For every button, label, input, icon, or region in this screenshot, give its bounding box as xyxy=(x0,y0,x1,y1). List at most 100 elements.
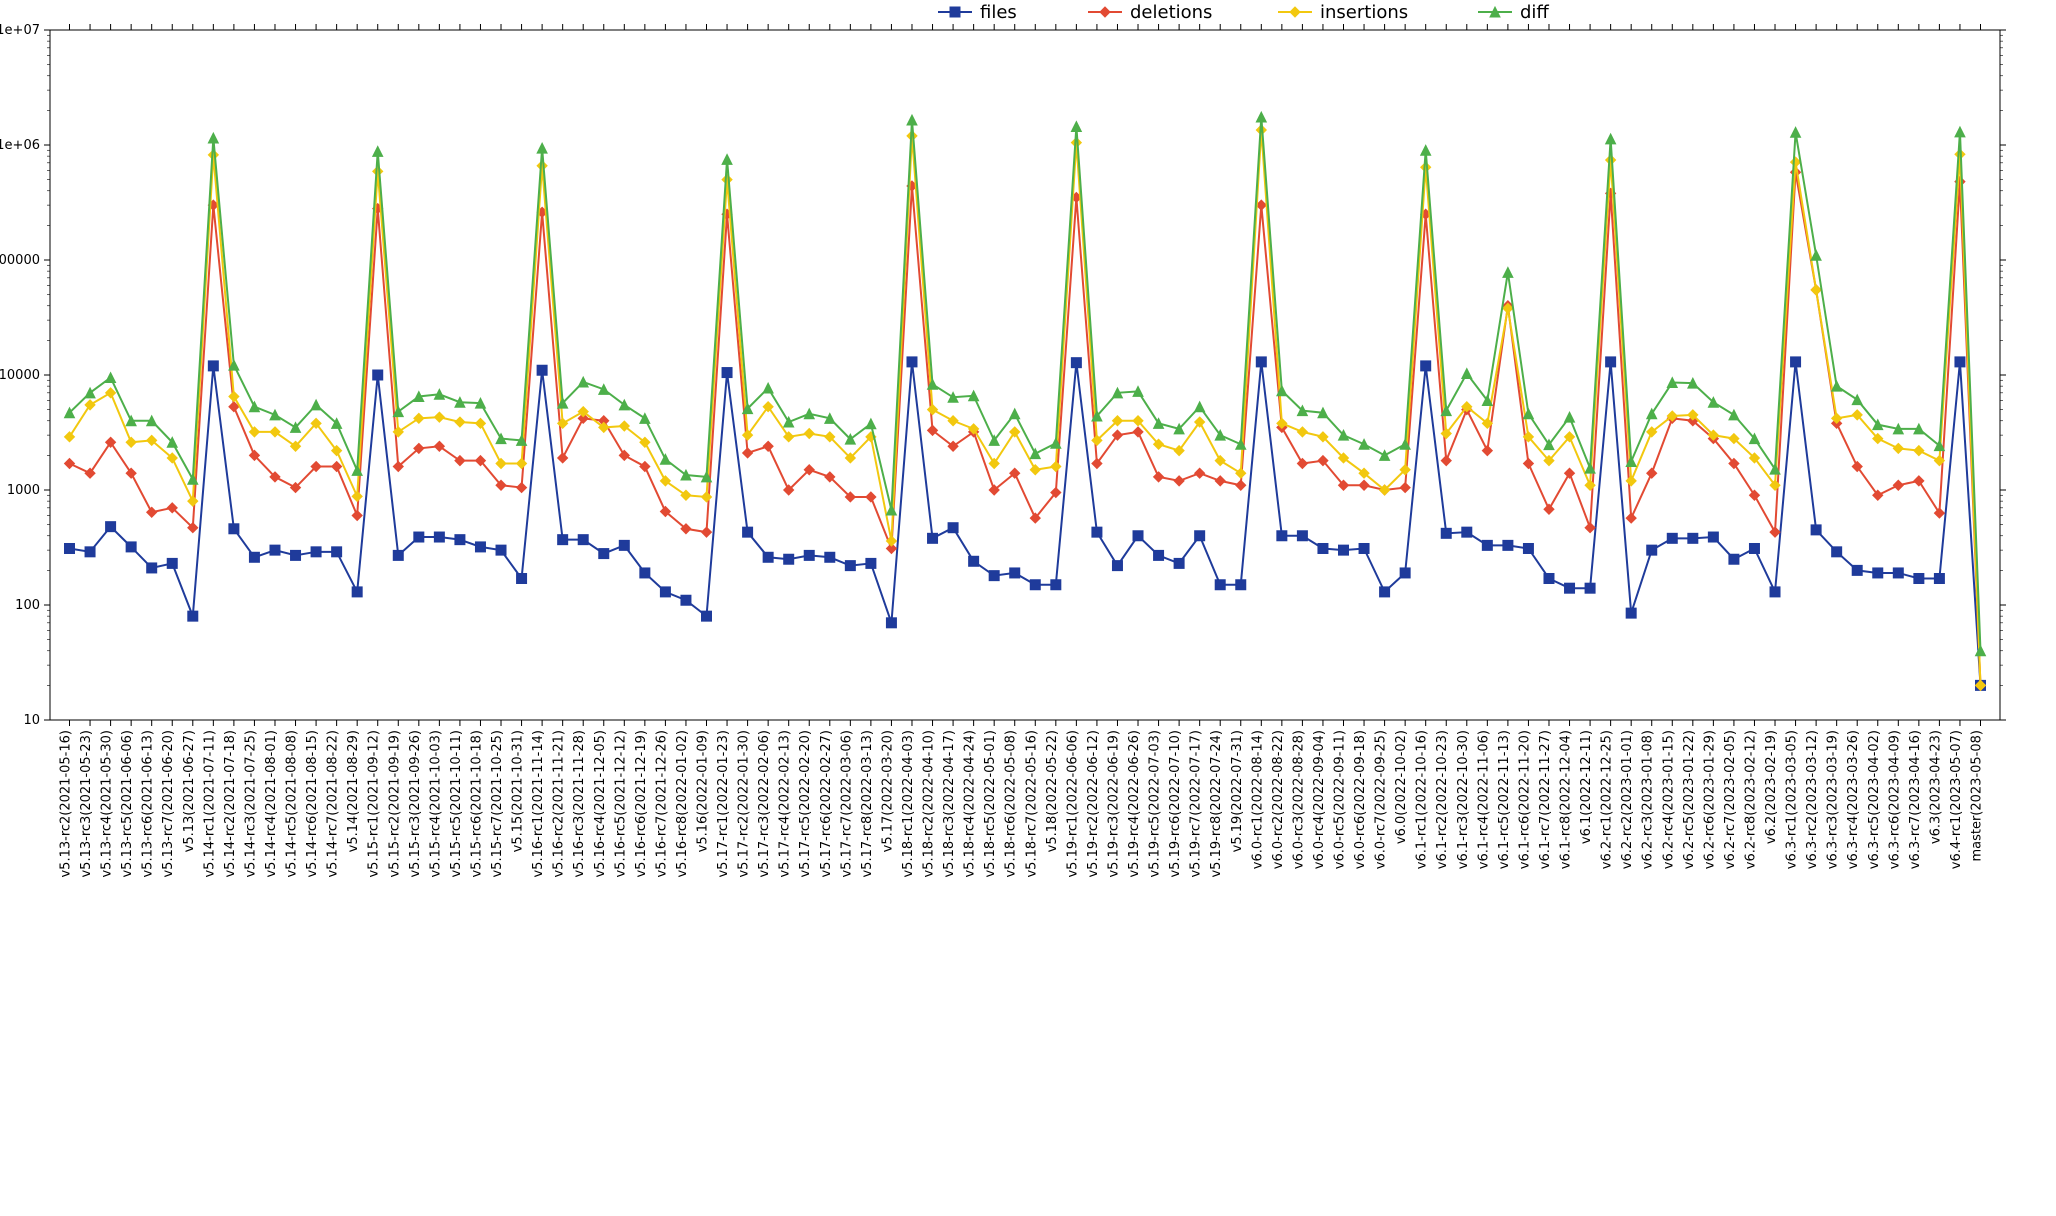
y-tick-label: 100000 xyxy=(0,253,40,268)
x-tick-label: v5.16-rc2(2021-11-21) xyxy=(552,730,567,878)
x-tick-label: v5.17-rc4(2022-02-13) xyxy=(778,730,793,878)
y-tick-label: 10 xyxy=(23,713,40,728)
x-tick-label: v5.15-rc6(2021-10-18) xyxy=(469,730,484,878)
legend-label-deletions: deletions xyxy=(1130,2,1212,23)
x-tick-label: v5.16-rc3(2021-11-28) xyxy=(572,730,587,878)
x-tick-label: v6.1-rc4(2022-11-06) xyxy=(1476,730,1491,869)
x-tick-label: v6.0-rc2(2022-08-22) xyxy=(1271,730,1286,869)
x-tick-label: v5.19-rc4(2022-06-26) xyxy=(1127,730,1142,878)
x-tick-label: v6.0-rc3(2022-08-28) xyxy=(1291,730,1306,869)
x-tick-label: v5.18(2022-05-22) xyxy=(1045,730,1060,852)
x-tick-label: v6.1-rc1(2022-10-16) xyxy=(1415,730,1430,869)
x-tick-label: v5.17(2022-03-20) xyxy=(880,730,895,852)
x-tick-label: v5.13-rc2(2021-05-16) xyxy=(59,730,74,878)
x-tick-label: v5.13(2021-06-27) xyxy=(182,730,197,852)
x-tick-label: v5.17-rc2(2022-01-30) xyxy=(737,730,752,878)
x-tick-label: master(2023-05-08) xyxy=(1970,730,1985,862)
x-tick-label: v5.17-rc5(2022-02-20) xyxy=(798,730,813,878)
x-tick-label: v5.17-rc8(2022-03-13) xyxy=(860,730,875,878)
x-tick-label: v6.1(2022-12-11) xyxy=(1579,730,1594,844)
x-tick-label: v6.1-rc3(2022-10-30) xyxy=(1456,730,1471,869)
x-tick-label: v6.1-rc7(2022-11-27) xyxy=(1538,730,1553,869)
x-tick-label: v6.0-rc1(2022-08-14) xyxy=(1250,730,1265,869)
x-tick-label: v5.17-rc1(2022-01-23) xyxy=(716,730,731,878)
x-tick-label: v5.19-rc1(2022-06-06) xyxy=(1065,730,1080,878)
y-tick-label: 1e+07 xyxy=(0,23,40,38)
x-tick-label: v5.13-rc7(2021-06-20) xyxy=(161,730,176,878)
legend-label-insertions: insertions xyxy=(1320,2,1408,23)
x-tick-label: v6.2-rc8(2023-02-12) xyxy=(1743,730,1758,869)
x-tick-label: v5.17-rc3(2022-02-06) xyxy=(757,730,772,878)
x-tick-label: v5.15-rc2(2021-09-19) xyxy=(387,730,402,878)
x-tick-label: v5.17-rc7(2022-03-06) xyxy=(839,730,854,878)
x-tick-label: v5.15-rc5(2021-10-11) xyxy=(449,730,464,878)
x-tick-label: v6.3-rc4(2023-03-26) xyxy=(1846,730,1861,869)
x-tick-label: v6.0-rc4(2022-09-04) xyxy=(1312,730,1327,869)
x-tick-label: v6.1-rc8(2022-12-04) xyxy=(1559,730,1574,869)
y-tick-label: 10000 xyxy=(0,368,40,383)
x-tick-label: v6.2-rc4(2023-01-15) xyxy=(1661,730,1676,869)
x-tick-label: v5.15-rc3(2021-09-26) xyxy=(408,730,423,878)
x-tick-label: v6.3-rc6(2023-04-09) xyxy=(1887,730,1902,869)
x-tick-label: v6.1-rc2(2022-10-23) xyxy=(1435,730,1450,869)
x-tick-label: v6.2-rc5(2023-01-22) xyxy=(1682,730,1697,869)
x-tick-label: v5.18-rc5(2022-05-01) xyxy=(983,730,998,878)
x-tick-label: v5.19-rc5(2022-07-03) xyxy=(1148,730,1163,878)
x-tick-label: v6.0-rc6(2022-09-18) xyxy=(1353,730,1368,869)
x-tick-label: v5.15-rc7(2021-10-25) xyxy=(490,730,505,878)
x-tick-label: v5.14-rc7(2021-08-22) xyxy=(326,730,341,878)
x-tick-label: v5.13-rc5(2021-06-06) xyxy=(120,730,135,878)
x-tick-label: v5.16-rc8(2022-01-02) xyxy=(675,730,690,878)
legend-label-files: files xyxy=(980,2,1017,23)
x-tick-label: v5.14-rc6(2021-08-15) xyxy=(305,730,320,878)
x-tick-label: v6.0(2022-10-02) xyxy=(1394,730,1409,844)
x-tick-label: v5.15-rc4(2021-10-03) xyxy=(428,730,443,878)
x-tick-label: v5.16-rc7(2021-12-26) xyxy=(654,730,669,878)
legend-label-diff: diff xyxy=(1520,2,1549,23)
x-tick-label: v5.13-rc6(2021-06-13) xyxy=(141,730,156,878)
x-tick-label: v5.16-rc6(2021-12-19) xyxy=(634,730,649,878)
x-tick-label: v6.2-rc6(2023-01-29) xyxy=(1702,730,1717,869)
x-tick-label: v6.2-rc2(2023-01-01) xyxy=(1620,730,1635,869)
x-tick-label: v6.3-rc5(2023-04-02) xyxy=(1867,730,1882,869)
y-tick-label: 1e+06 xyxy=(0,138,40,153)
x-tick-label: v5.16(2022-01-09) xyxy=(696,730,711,852)
x-tick-label: v6.2-rc3(2023-01-08) xyxy=(1641,730,1656,869)
x-tick-label: v6.2(2023-02-19) xyxy=(1764,730,1779,844)
x-tick-label: v6.3-rc3(2023-03-19) xyxy=(1826,730,1841,869)
x-tick-label: v5.13-rc4(2021-05-30) xyxy=(100,730,115,878)
x-tick-label: v6.0-rc7(2022-09-25) xyxy=(1374,730,1389,869)
x-tick-label: v5.15(2021-10-31) xyxy=(511,730,526,852)
x-tick-label: v5.18-rc1(2022-04-03) xyxy=(901,730,916,878)
x-tick-label: v5.18-rc3(2022-04-17) xyxy=(942,730,957,878)
x-tick-label: v5.14-rc2(2021-07-18) xyxy=(223,730,238,878)
x-tick-label: v5.18-rc2(2022-04-10) xyxy=(922,730,937,878)
x-tick-label: v5.16-rc4(2021-12-05) xyxy=(593,730,608,878)
y-tick-label: 1000 xyxy=(7,483,40,498)
x-tick-label: v5.18-rc7(2022-05-16) xyxy=(1024,730,1039,878)
x-tick-label: v5.14(2021-08-29) xyxy=(346,730,361,852)
x-tick-label: v5.16-rc1(2021-11-14) xyxy=(531,730,546,878)
y-tick-label: 100 xyxy=(15,598,40,613)
x-tick-label: v5.14-rc5(2021-08-08) xyxy=(285,730,300,878)
x-tick-label: v5.19-rc6(2022-07-10) xyxy=(1168,730,1183,878)
x-tick-label: v6.3-rc7(2023-04-16) xyxy=(1908,730,1923,869)
x-tick-label: v5.18-rc6(2022-05-08) xyxy=(1004,730,1019,878)
x-tick-label: v5.14-rc4(2021-08-01) xyxy=(264,730,279,878)
x-tick-label: v6.4-rc1(2023-05-07) xyxy=(1949,730,1964,869)
x-tick-label: v5.17-rc6(2022-02-27) xyxy=(819,730,834,878)
x-tick-label: v5.14-rc3(2021-07-25) xyxy=(243,730,258,878)
x-tick-label: v6.2-rc1(2022-12-25) xyxy=(1600,730,1615,869)
x-tick-label: v5.15-rc1(2021-09-12) xyxy=(367,730,382,878)
x-tick-label: v5.19-rc2(2022-06-12) xyxy=(1086,730,1101,878)
x-tick-label: v5.13-rc3(2021-05-23) xyxy=(79,730,94,878)
x-tick-label: v5.16-rc5(2021-12-12) xyxy=(613,730,628,878)
x-tick-label: v5.19-rc3(2022-06-19) xyxy=(1106,730,1121,878)
line-chart: 10 100 1000 10000 100000 1e+06 1e+07 v5.13-rc2(… xyxy=(0,0,2056,1216)
x-tick-label: v6.3-rc1(2023-03-05) xyxy=(1785,730,1800,869)
x-tick-label: v6.3(2023-04-23) xyxy=(1928,730,1943,844)
x-tick-label: v5.19-rc8(2022-07-24) xyxy=(1209,730,1224,878)
x-tick-label: v6.2-rc7(2023-02-05) xyxy=(1723,730,1738,869)
x-tick-label: v6.0-rc5(2022-09-11) xyxy=(1333,730,1348,869)
x-tick-label: v6.1-rc6(2022-11-20) xyxy=(1517,730,1532,869)
